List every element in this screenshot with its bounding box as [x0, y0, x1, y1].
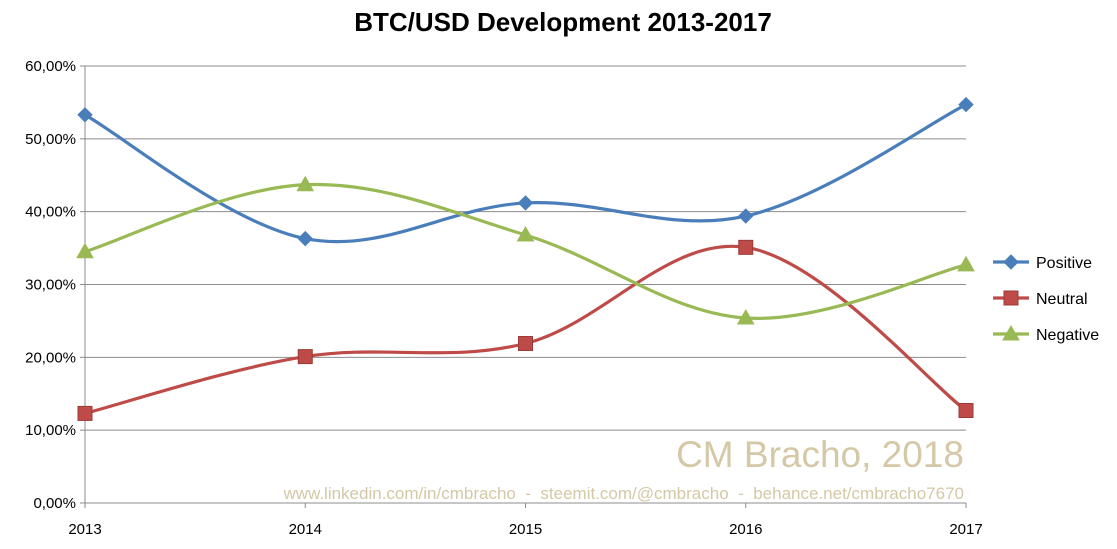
y-tick-label: 0,00%: [33, 495, 76, 512]
data-point-positive: [517, 195, 534, 211]
data-point-positive: [958, 96, 974, 113]
watermark: CM Bracho, 2018 www.linkedin.com/in/cmbr…: [282, 434, 964, 503]
data-point-negative: [516, 225, 535, 242]
legend-label-positive: Positive: [1036, 255, 1092, 272]
watermark-author: CM Bracho, 2018: [676, 434, 964, 475]
data-point-positive: [738, 208, 754, 224]
y-tick-label: 60,00%: [25, 58, 76, 75]
x-tick-label: 2014: [289, 521, 322, 538]
x-tick-label: 2017: [949, 521, 982, 538]
y-tick-label: 40,00%: [25, 204, 76, 221]
legend-marker-positive: [1003, 254, 1019, 270]
series-neutral: [77, 239, 974, 421]
data-point-negative: [296, 175, 315, 192]
data-point-negative: [736, 308, 755, 325]
axes: [80, 65, 967, 508]
data-point-negative: [957, 255, 975, 272]
gridlines: [85, 65, 966, 431]
y-tick-label: 30,00%: [25, 277, 76, 294]
series-layer: [76, 96, 975, 421]
legend-marker-neutral: [1003, 290, 1019, 306]
data-point-positive: [77, 107, 93, 123]
data-point-neutral: [738, 239, 754, 255]
y-tick-label: 50,00%: [25, 131, 76, 148]
chart-title: BTC/USD Development 2013-2017: [354, 7, 772, 37]
legend-label-negative: Negative: [1036, 327, 1099, 344]
watermark-links: www.linkedin.com/in/cmbracho - steemit.c…: [282, 484, 964, 503]
legend: Positive Neutral Negative: [993, 254, 1099, 344]
series-positive: [77, 96, 974, 247]
data-point-positive: [297, 230, 313, 247]
y-axis-ticks: 0,00% 10,00% 20,00% 30,00% 40,00% 50,00% 60,00…: [25, 58, 76, 512]
data-point-neutral: [958, 403, 974, 419]
x-axis-ticks: 2013 2014 2015 2016 2017: [68, 521, 982, 538]
data-point-neutral: [297, 349, 313, 365]
series-negative: [76, 175, 975, 325]
x-tick-label: 2016: [729, 521, 762, 538]
series-line-neutral: [83, 244, 968, 416]
data-point-neutral: [518, 335, 533, 351]
data-point-neutral: [77, 405, 93, 421]
series-line-positive: [83, 103, 968, 244]
data-point-negative: [76, 242, 94, 259]
x-tick-label: 2015: [509, 521, 542, 538]
y-tick-label: 10,00%: [25, 422, 76, 439]
x-tick-label: 2013: [68, 521, 101, 538]
legend-label-neutral: Neutral: [1036, 291, 1088, 308]
legend-marker-negative: [1002, 324, 1020, 341]
y-tick-label: 20,00%: [25, 349, 76, 366]
